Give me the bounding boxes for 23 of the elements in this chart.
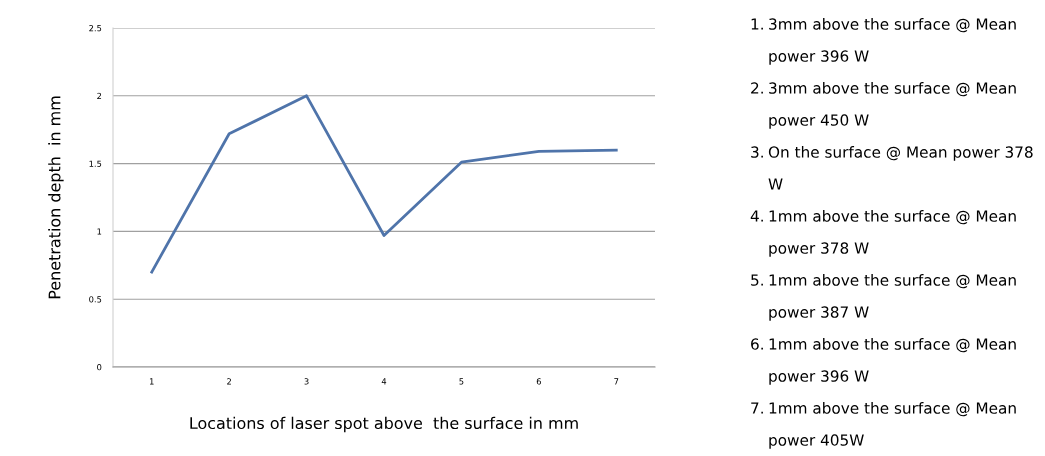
x-tick-label: 6 xyxy=(536,378,541,385)
y-tick-label: 1 xyxy=(97,228,102,235)
text: 6. 1mm above the surface @ Mean power 396 W xyxy=(751,338,1016,385)
line-series xyxy=(150,94,618,274)
y-tick-label: 1.5 xyxy=(89,160,102,167)
y-tick-label: 0 xyxy=(97,363,102,371)
x-tick-label: 1 xyxy=(149,378,154,385)
y-tick-label: 2.5 xyxy=(89,24,102,32)
y-axis-title: Penetration depth in mm xyxy=(48,96,64,299)
x-tick-label: 4 xyxy=(381,378,387,385)
y-tick-label: 0.5 xyxy=(89,296,102,303)
text: 2. 3mm above the surface @ Mean power 450 W xyxy=(751,82,1016,129)
x-tick-label: 7 xyxy=(614,378,619,385)
text: 5. 1mm above the surface @ Mean power 387 W xyxy=(751,274,1016,321)
text: 7. 1mm above the surface @ Mean power 405W xyxy=(751,402,1016,449)
text: 3. On the surface @ Mean power 378 W xyxy=(751,146,1033,190)
x-axis-title: Locations of laser spot above the surface in mm xyxy=(190,416,578,433)
y-tick-label: 2 xyxy=(97,92,102,99)
x-tick-label: 5 xyxy=(459,378,464,385)
x-tick-label: 3 xyxy=(304,378,309,385)
x-tick-label: 2 xyxy=(227,378,231,385)
text: 1. 3mm above the surface @ Mean power 396 W xyxy=(751,18,1016,65)
text: 4. 1mm above the surface @ Mean power 378 W xyxy=(750,210,1016,257)
